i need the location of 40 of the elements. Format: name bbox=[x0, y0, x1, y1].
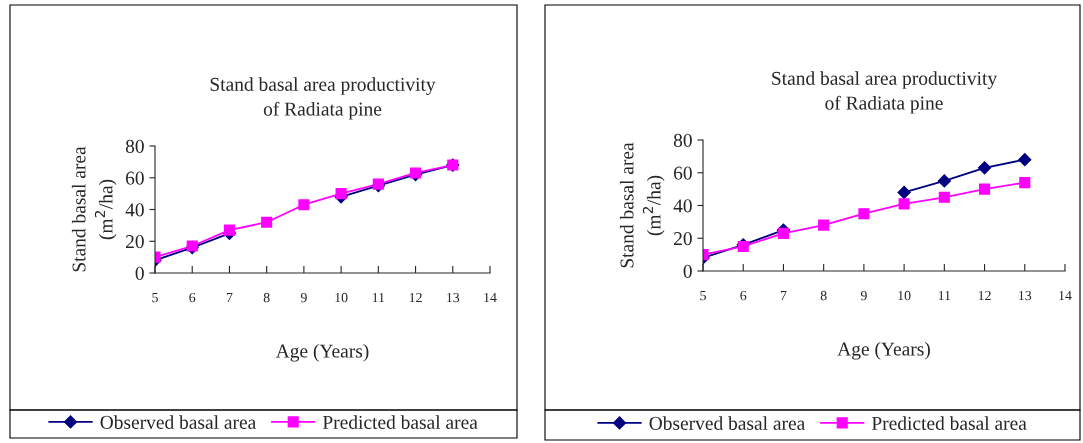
x-tick-label: 8 bbox=[820, 290, 827, 301]
y-tick-label: 80 bbox=[673, 133, 692, 147]
y-tick-label: 40 bbox=[125, 203, 144, 217]
legend-label: Observed basal area bbox=[649, 416, 805, 430]
y-axis-title: Stand basal area (m$^{2}$/ha) bbox=[71, 146, 117, 272]
legend-label: Predicted basal area bbox=[322, 415, 478, 429]
x-tick-label: 11 bbox=[938, 290, 951, 301]
y-tick-label: 60 bbox=[673, 166, 692, 180]
y-axis-title: Stand basal area (m$^{2}$/ha) bbox=[619, 142, 665, 268]
x-tick-label: 12 bbox=[978, 290, 991, 301]
y-tick-label: 20 bbox=[673, 232, 692, 246]
x-tick-label: 14 bbox=[484, 292, 497, 303]
x-tick-label: 13 bbox=[1019, 290, 1032, 301]
x-tick-label: 7 bbox=[780, 290, 787, 301]
y-tick-label: 40 bbox=[673, 199, 692, 213]
y-tick-label: 60 bbox=[125, 171, 144, 185]
x-axis-title: Age (Years) bbox=[275, 343, 369, 362]
y-tick-label: 80 bbox=[125, 139, 144, 153]
x-tick-label: 5 bbox=[700, 290, 706, 301]
x-tick-label: 6 bbox=[189, 292, 196, 303]
legend-label: Predicted basal area bbox=[871, 416, 1027, 430]
x-tick-label: 13 bbox=[447, 292, 460, 303]
x-tick-label: 9 bbox=[300, 292, 307, 303]
y-tick-label: 0 bbox=[135, 266, 144, 280]
x-tick-label: 9 bbox=[860, 290, 867, 301]
x-tick-label: 10 bbox=[335, 292, 348, 303]
chart-title: Stand basal area productivity of Radiata pine bbox=[210, 77, 436, 120]
x-tick-label: 8 bbox=[263, 292, 270, 303]
x-tick-label: 10 bbox=[898, 290, 911, 301]
x-tick-label: 5 bbox=[152, 292, 158, 303]
x-tick-label: 7 bbox=[226, 292, 233, 303]
x-tick-label: 14 bbox=[1059, 290, 1072, 301]
chart-title: Stand basal area productivity of Radiata pine bbox=[772, 71, 998, 114]
y-tick-label: 0 bbox=[683, 264, 692, 278]
legend-label: Observed basal area bbox=[100, 415, 256, 429]
x-tick-label: 12 bbox=[409, 292, 422, 303]
x-tick-label: 6 bbox=[740, 290, 747, 301]
y-tick-label: 20 bbox=[125, 235, 144, 249]
x-tick-label: 11 bbox=[372, 292, 385, 303]
x-axis-title: Age (Years) bbox=[837, 341, 930, 360]
